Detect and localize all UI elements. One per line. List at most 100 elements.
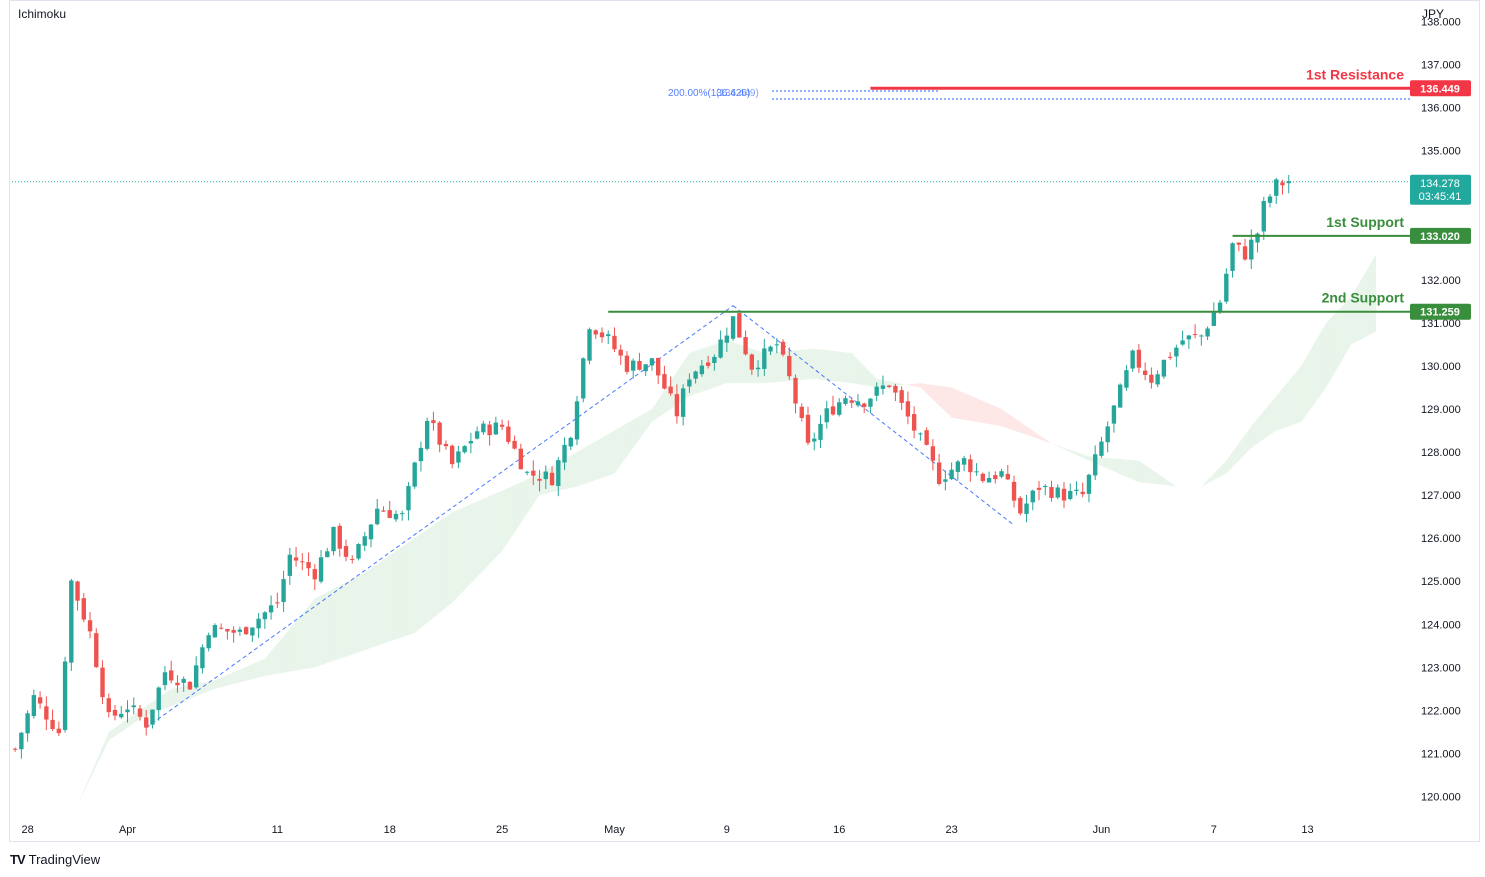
candle-body — [44, 706, 49, 720]
candle-body — [94, 633, 99, 668]
candle-body — [1124, 370, 1129, 388]
ichimoku-cloud-segment — [96, 753, 100, 767]
ichimoku-cloud-segment — [243, 666, 247, 682]
ichimoku-cloud-segment — [842, 351, 846, 383]
ichimoku-cloud-segment — [449, 512, 453, 606]
brand-name: TradingView — [28, 852, 101, 867]
ichimoku-cloud-segment — [1163, 477, 1167, 486]
ichimoku-cloud-segment — [1216, 467, 1221, 479]
ichimoku-cloud-segment — [277, 639, 281, 674]
candle-body — [574, 401, 580, 440]
candle-body — [169, 670, 174, 681]
ichimoku-cloud-segment — [346, 580, 350, 657]
candle-body — [1018, 497, 1023, 514]
candle-body — [125, 709, 130, 713]
x-tick-label: 28 — [21, 824, 33, 836]
ichimoku-cloud-segment — [976, 398, 980, 423]
candle-body — [749, 354, 755, 370]
candle-body — [437, 422, 442, 445]
candle-body — [474, 431, 480, 439]
fib-extension-label: 200.00%(136.426) — [668, 88, 750, 99]
ichimoku-cloud-segment — [1104, 457, 1108, 469]
ichimoku-cloud-segment — [867, 369, 871, 387]
candle-body — [1030, 490, 1035, 503]
candle-body — [886, 385, 892, 387]
ichimoku-cloud-segment — [923, 383, 927, 394]
ichimoku-cloud-segment — [982, 400, 986, 424]
ichimoku-cloud-segment — [792, 350, 796, 381]
ichimoku-cloud-segment — [458, 508, 462, 597]
ichimoku-cloud-segment — [333, 587, 337, 661]
ichimoku-cloud-segment — [236, 669, 240, 684]
candle-body — [312, 569, 317, 580]
ichimoku-cloud-segment — [979, 399, 983, 423]
ichimoku-cloud-segment — [417, 533, 421, 631]
ichimoku-cloud-segment — [420, 531, 425, 628]
ichimoku-cloud-segment — [633, 417, 637, 448]
tradingview-brand[interactable]: TV TradingView — [10, 852, 100, 867]
candle-body — [581, 358, 586, 399]
ichimoku-cloud-segment — [623, 423, 627, 461]
ichimoku-cloud-segment — [168, 688, 172, 708]
ichimoku-cloud-segment — [470, 502, 474, 584]
ichimoku-cloud-segment — [227, 673, 231, 686]
candle-body — [1180, 340, 1185, 345]
indicator-label[interactable]: Ichimoku — [18, 7, 67, 21]
ichimoku-cloud-segment — [642, 412, 646, 435]
ichimoku-cloud-segment — [367, 568, 371, 650]
ichimoku-cloud-segment — [1073, 450, 1077, 455]
ichimoku-cloud-segment — [161, 693, 165, 710]
candle-body — [449, 445, 455, 465]
candle-body — [1074, 489, 1079, 491]
candle-body — [306, 562, 311, 569]
ichimoku-cloud-segment — [436, 520, 440, 616]
candle-body — [1242, 246, 1248, 260]
candle-body — [668, 386, 673, 394]
ichimoku-cloud-segment — [1017, 419, 1021, 433]
ichimoku-cloud-segment — [945, 386, 949, 415]
candle-body — [755, 367, 761, 370]
ichimoku-cloud-segment — [111, 727, 116, 739]
candle-body — [119, 713, 124, 718]
ichimoku-cloud-segment — [620, 425, 624, 465]
ichimoku-cloud-segment — [327, 590, 331, 664]
ichimoku-cloud-segment — [286, 628, 290, 673]
ichimoku-cloud-segment — [1270, 399, 1274, 435]
ichimoku-cloud-segment — [299, 613, 303, 671]
ichimoku-cloud-segment — [823, 349, 827, 381]
ichimoku-cloud-segment — [1285, 381, 1289, 428]
candle-body — [156, 687, 161, 710]
candle-body — [693, 371, 698, 379]
ichimoku-cloud-segment — [664, 385, 668, 414]
ichimoku-cloud-segment — [1142, 462, 1146, 483]
candle-body — [855, 401, 861, 406]
ichimoku-cloud-segment — [264, 654, 268, 676]
candle-body — [343, 546, 349, 557]
ichimoku-cloud-segment — [1026, 426, 1030, 436]
ichimoku-cloud-segment — [942, 386, 946, 412]
ichimoku-cloud-segment — [523, 479, 528, 519]
candle-body — [674, 394, 680, 417]
candle-body — [69, 580, 74, 663]
ichimoku-cloud-segment — [726, 340, 730, 384]
ichimoku-cloud-segment — [289, 624, 293, 672]
candle-body — [1199, 335, 1204, 337]
ichimoku-cloud-segment — [1288, 377, 1292, 427]
ichimoku-cloud-segment — [1204, 480, 1208, 485]
ichimoku-cloud-segment — [445, 514, 450, 608]
ichimoku-cloud-segment — [1170, 482, 1174, 487]
ichimoku-cloud-segment — [605, 434, 609, 477]
ichimoku-cloud-segment — [708, 345, 712, 390]
ichimoku-cloud-segment — [1010, 415, 1015, 431]
candle-body — [643, 364, 648, 372]
ichimoku-cloud-segment — [1054, 444, 1058, 447]
ichimoku-cloud-segment — [733, 342, 737, 384]
ichimoku-cloud-segment — [798, 349, 802, 381]
candle-body — [961, 458, 967, 465]
ichimoku-cloud-segment — [598, 437, 602, 479]
candle-body — [19, 732, 24, 750]
ichimoku-cloud-segment — [1098, 457, 1102, 467]
last-price-countdown: 03:45:41 — [1419, 191, 1462, 203]
candle-body — [862, 403, 867, 407]
